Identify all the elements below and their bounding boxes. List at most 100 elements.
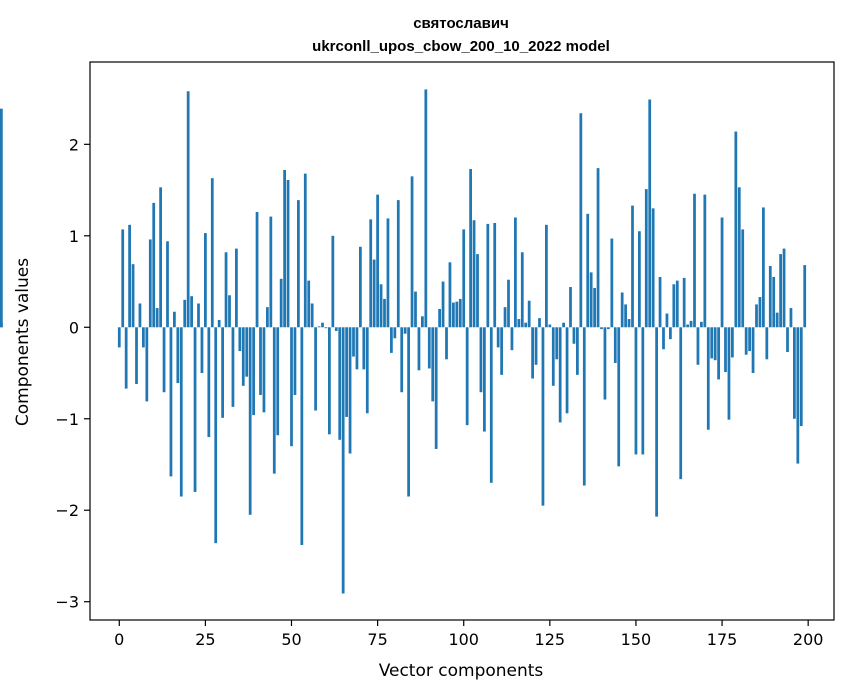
bar-170: [703, 194, 707, 328]
bar-125: [548, 324, 552, 328]
bar-132: [572, 327, 576, 344]
bar-30: [221, 327, 224, 418]
bar-83: [403, 327, 407, 334]
bar-182: [744, 327, 748, 355]
bar-195: [789, 308, 793, 328]
bar-41: [259, 327, 262, 395]
bar-18: [179, 327, 183, 497]
bar-156: [655, 327, 658, 517]
bar-193: [782, 248, 786, 328]
bar-105: [479, 327, 483, 393]
bar-17: [176, 327, 180, 384]
bar-46: [276, 327, 280, 436]
axis-ticks: 0 25 50 75 100 125 150 175 200 −3 −2 −1 0 1 2: [55, 135, 823, 649]
bar-186: [758, 297, 762, 328]
bar-16: [173, 311, 176, 328]
bar-47: [279, 278, 283, 328]
bar-114: [510, 327, 514, 351]
bar-140: [600, 327, 603, 330]
bar-35: [238, 327, 242, 352]
bar-115: [514, 217, 517, 328]
bar-157: [658, 276, 662, 328]
bar-196: [793, 327, 796, 419]
bar-128: [558, 327, 562, 423]
bar-71: [362, 327, 366, 370]
bar-104: [476, 254, 479, 328]
y-tick-label: 2: [69, 135, 79, 154]
bar-20: [186, 91, 190, 328]
bar-99: [458, 298, 462, 328]
bar-14: [166, 241, 169, 328]
bar-181: [741, 229, 745, 328]
bar-130: [565, 327, 569, 414]
bar-185: [755, 304, 758, 328]
y-tick-label: 1: [69, 227, 79, 246]
bar-81: [396, 200, 400, 328]
bar-94: [441, 281, 445, 328]
bar-64: [338, 327, 342, 440]
bar-31: [224, 252, 228, 328]
bar-6: [138, 303, 142, 328]
x-tick-label: 175: [707, 630, 738, 649]
bar-166: [689, 320, 693, 328]
bar-59: [321, 322, 324, 328]
bar-142: [607, 327, 610, 330]
bar-52: [297, 200, 300, 328]
bar-163: [679, 327, 683, 480]
y-tick-label: 0: [69, 318, 79, 337]
bar-92: [434, 327, 438, 449]
bar-148: [627, 319, 631, 328]
bar-174: [717, 327, 720, 380]
bar-121: [534, 327, 538, 365]
bar-199: [803, 265, 807, 328]
bar-73: [369, 219, 373, 328]
bar-67: [348, 327, 352, 454]
bar-48: [283, 169, 286, 328]
bar-21: [190, 296, 193, 328]
x-tick-label: 75: [367, 630, 387, 649]
x-tick-label: 125: [535, 630, 566, 649]
bar-70: [359, 246, 362, 328]
bar-153: [644, 189, 648, 328]
bar-189: [768, 265, 772, 328]
bar-60: [324, 327, 328, 329]
bar-96: [448, 262, 452, 328]
chart-title: святославич: [413, 15, 509, 32]
bar-25: [204, 233, 207, 328]
bar-126: [551, 327, 555, 386]
bar-158: [662, 327, 665, 350]
bar-90: [427, 327, 431, 369]
bar-75: [376, 194, 379, 328]
bar-3: [128, 224, 131, 328]
bar-8: [145, 327, 149, 402]
bar-169: [700, 321, 703, 328]
bar-110: [496, 327, 500, 348]
bar-4: [131, 264, 135, 328]
bar-159: [665, 313, 669, 328]
bar-63: [334, 327, 338, 331]
bar-26: [207, 327, 211, 438]
bar-98: [455, 301, 459, 328]
bar-82: [400, 327, 404, 393]
bar-108: [489, 327, 493, 483]
bar-139: [596, 168, 600, 328]
bar-40: [255, 212, 259, 328]
bar-147: [624, 304, 627, 328]
bar-91: [431, 327, 435, 402]
bar-undefined: [0, 108, 3, 328]
bar-137: [589, 272, 593, 328]
bar-129: [562, 322, 565, 328]
bar-56: [310, 303, 314, 328]
bar-58: [317, 326, 321, 328]
bar-28: [214, 327, 218, 544]
bar-109: [493, 222, 497, 328]
bar-197: [796, 327, 800, 464]
bar-136: [586, 213, 590, 328]
bar-55: [307, 280, 311, 328]
x-tick-label: 150: [621, 630, 652, 649]
bar-106: [483, 327, 486, 432]
bar-0: [117, 327, 121, 348]
bar-111: [500, 327, 503, 375]
bar-76: [379, 284, 383, 328]
bar-23: [197, 303, 200, 328]
